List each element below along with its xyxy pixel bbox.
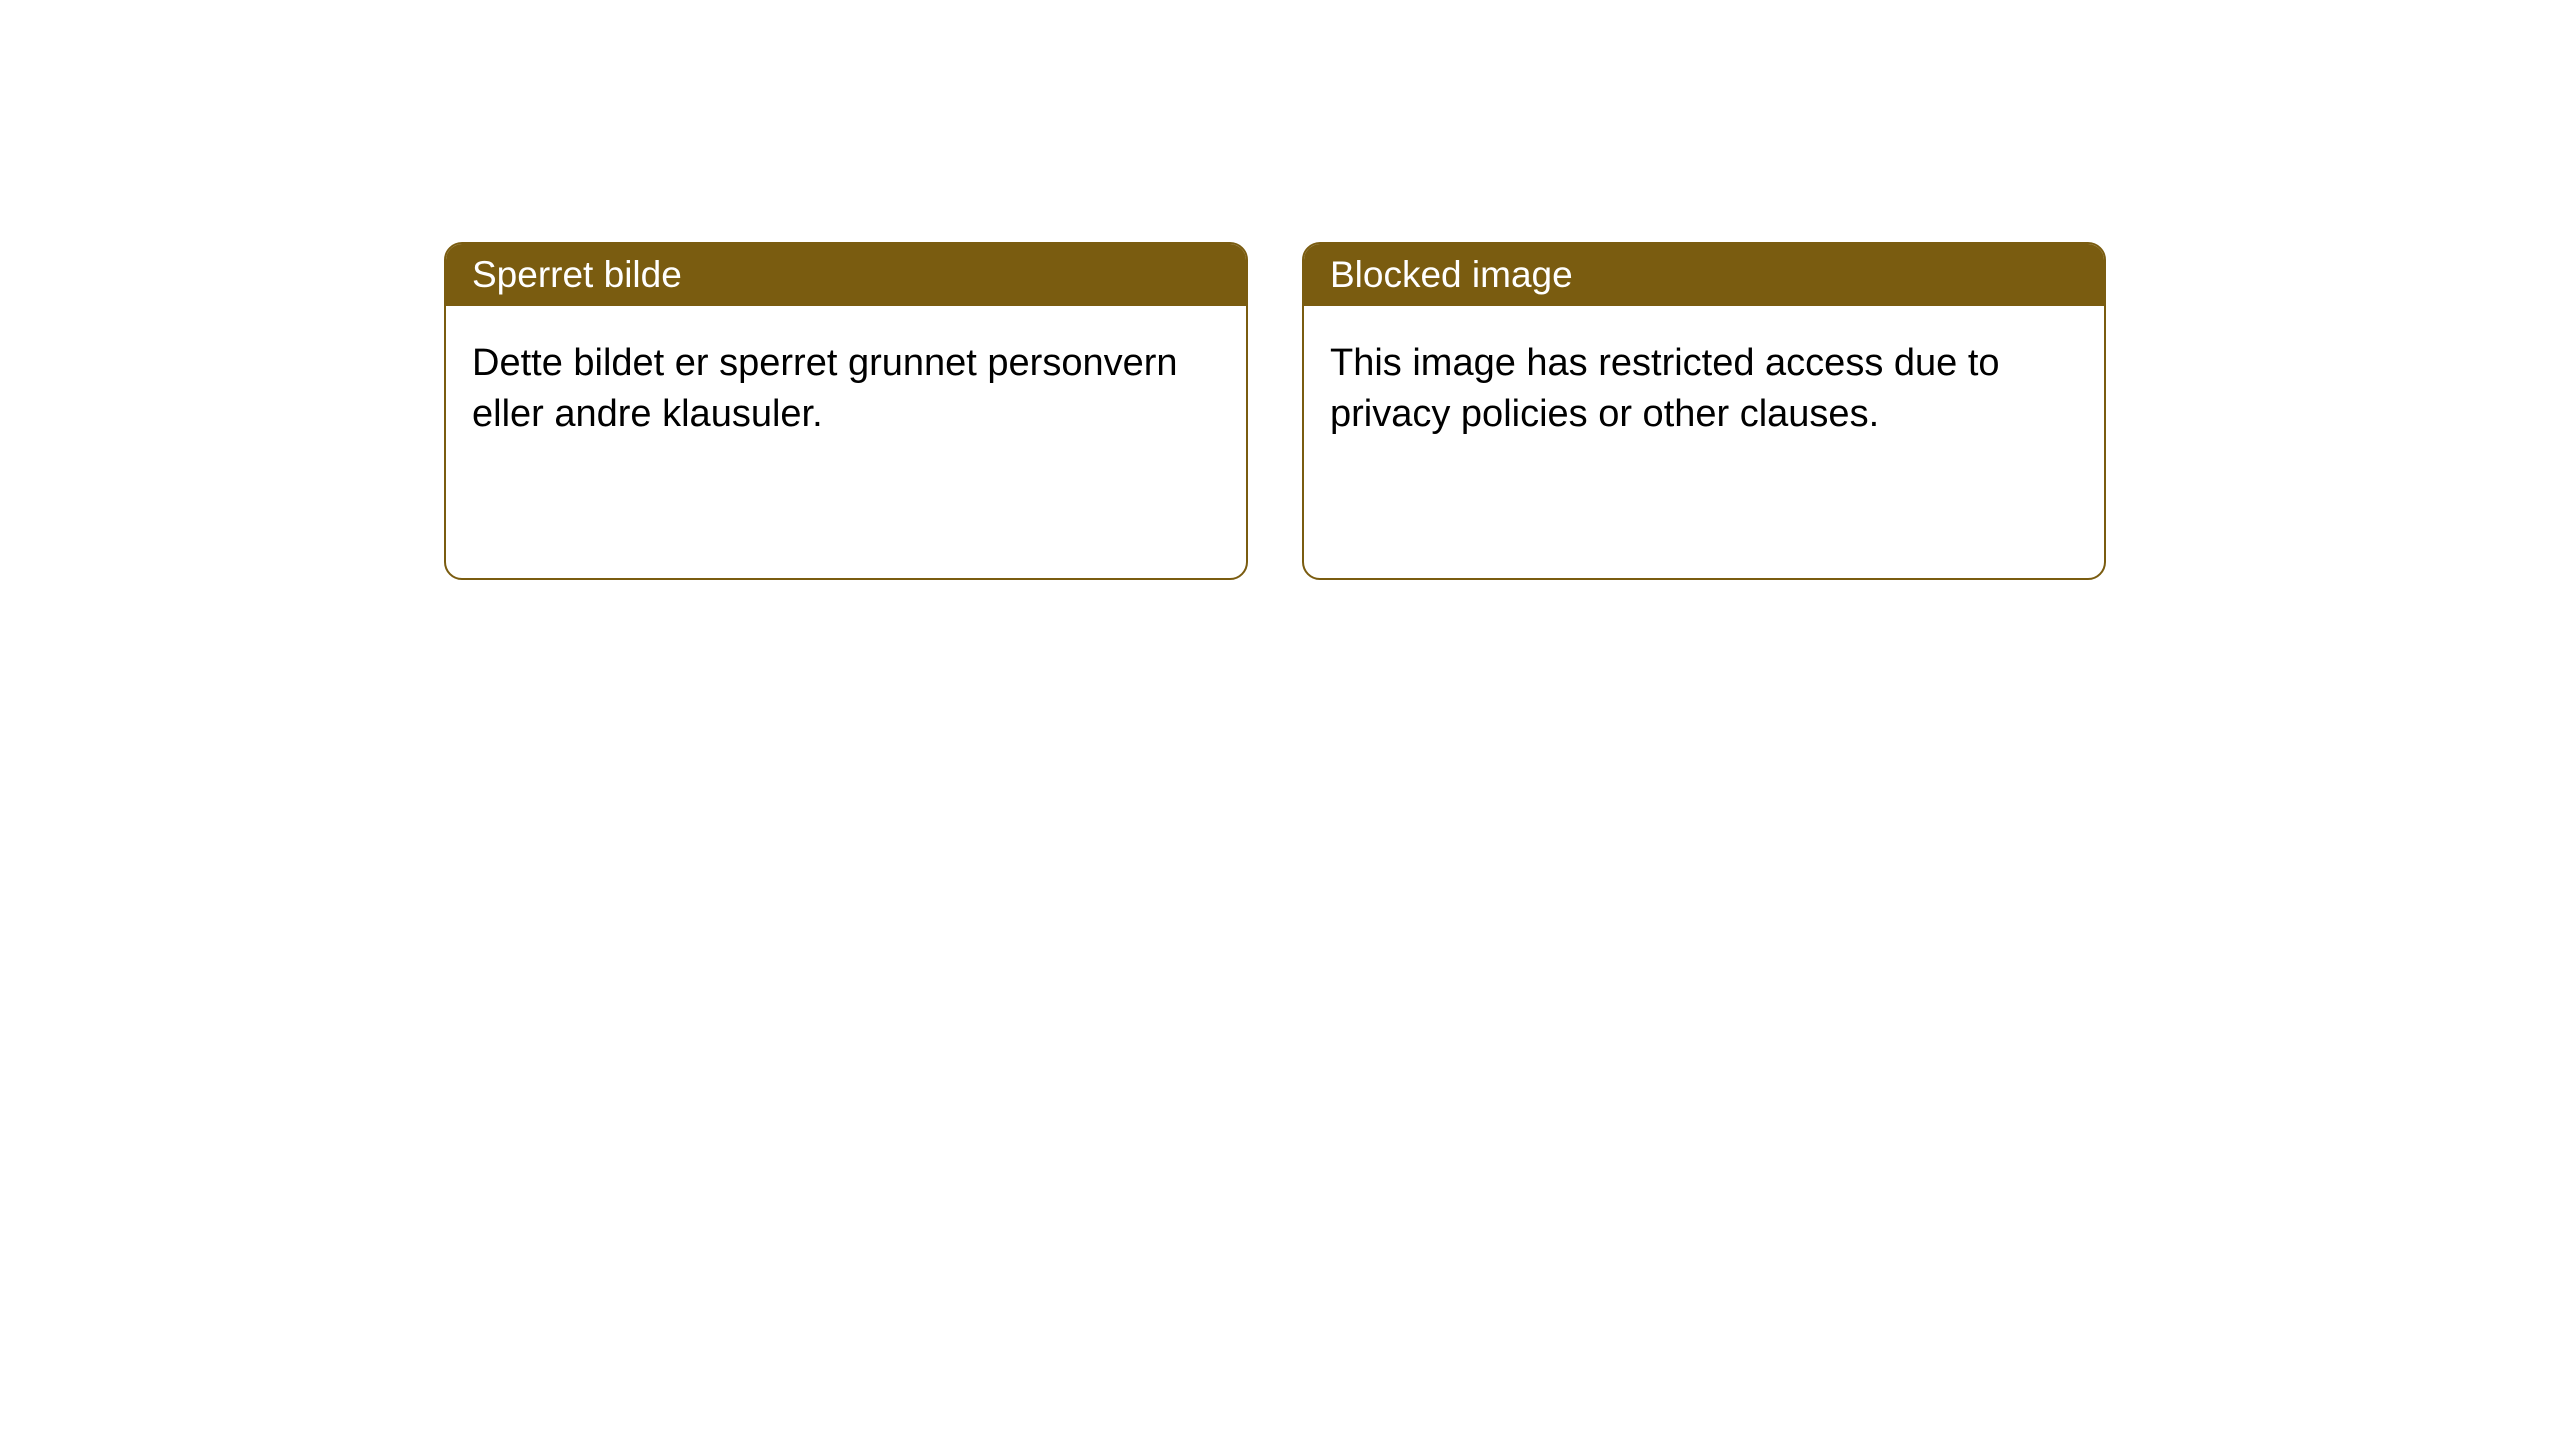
notice-card-english: Blocked image This image has restricted … xyxy=(1302,242,2106,580)
notice-card-norwegian: Sperret bilde Dette bildet er sperret gr… xyxy=(444,242,1248,580)
notice-body: This image has restricted access due to … xyxy=(1304,306,2104,473)
notice-container: Sperret bilde Dette bildet er sperret gr… xyxy=(0,0,2560,580)
notice-text: This image has restricted access due to … xyxy=(1330,342,2000,435)
notice-title: Sperret bilde xyxy=(472,254,682,295)
notice-header: Sperret bilde xyxy=(446,244,1246,306)
notice-title: Blocked image xyxy=(1330,254,1573,295)
notice-header: Blocked image xyxy=(1304,244,2104,306)
notice-text: Dette bildet er sperret grunnet personve… xyxy=(472,342,1178,435)
notice-body: Dette bildet er sperret grunnet personve… xyxy=(446,306,1246,473)
